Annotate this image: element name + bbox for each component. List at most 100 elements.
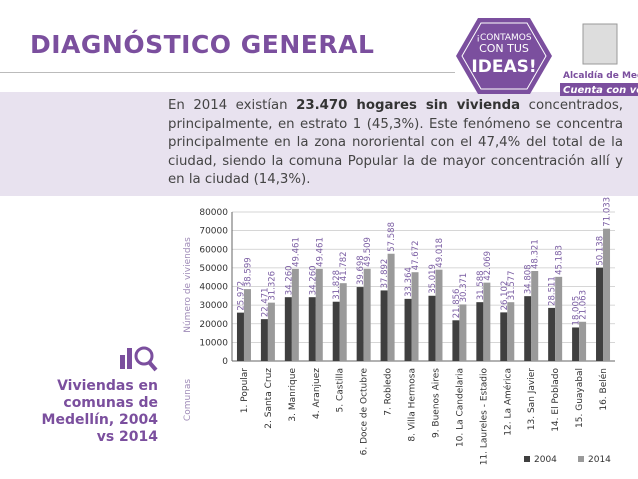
value-label: 48.321 — [531, 239, 541, 269]
value-label: 21.063 — [579, 290, 589, 320]
badge-line: IDEAS! — [471, 57, 536, 77]
value-label: 31.577 — [507, 270, 517, 300]
y-tick-label: 10000 — [199, 338, 228, 348]
badge — [456, 18, 552, 94]
bar — [315, 268, 323, 361]
value-label: 25.972 — [236, 281, 246, 311]
bar — [524, 296, 532, 361]
value-label: 22.471 — [260, 287, 270, 317]
bar — [603, 228, 611, 361]
bar — [411, 272, 419, 361]
y-tick-label: 0 — [222, 357, 228, 367]
legend-swatch — [524, 456, 530, 462]
value-label: 49.461 — [291, 237, 301, 267]
bar — [404, 298, 412, 361]
bar — [260, 319, 268, 361]
x-axis-label: Comunas — [183, 379, 193, 421]
value-label: 34.260 — [308, 265, 318, 295]
intro-band — [0, 92, 638, 196]
value-label: 31.326 — [267, 271, 277, 301]
badge-border — [461, 22, 547, 90]
x-tick-label: 6. Doce de Octubre — [360, 368, 370, 456]
icon — [120, 346, 158, 372]
value-label: 57.588 — [387, 222, 397, 252]
value-label: 50.138 — [596, 236, 606, 266]
value-label: 49.461 — [315, 237, 325, 267]
value-label: 34.808 — [524, 264, 534, 294]
x-tick-label: 16. Belén — [598, 368, 609, 411]
x-tick-label: 7. Robledo — [384, 368, 394, 416]
x-tick-label: 3. Manrique — [288, 368, 298, 422]
y-tick-label: 20000 — [199, 320, 228, 330]
value-label: 39.698 — [356, 255, 366, 285]
y-tick-label: 50000 — [199, 264, 228, 274]
value-label: 47.672 — [411, 240, 421, 270]
bar — [531, 271, 539, 361]
bar — [339, 283, 347, 361]
bar — [596, 267, 604, 361]
x-tick-label: 1. Popular — [240, 368, 250, 413]
value-label: 49.509 — [363, 237, 373, 267]
bar — [291, 268, 299, 361]
x-tick-label: 11. Laureles - Estadio — [479, 368, 489, 466]
bar — [356, 287, 364, 361]
value-label: 49.018 — [435, 238, 445, 268]
x-tick-label: 4. Aranjuez — [312, 368, 322, 419]
value-label: 31.588 — [476, 270, 486, 300]
value-label: 45.183 — [555, 245, 565, 275]
bar — [507, 302, 515, 361]
x-tick-label: 10. La Candelaria — [455, 368, 465, 447]
bar — [452, 320, 460, 361]
y-tick-label: 40000 — [199, 283, 228, 293]
y-tick-label: 70000 — [199, 227, 228, 237]
legend-label: 2014 — [588, 455, 611, 465]
bar — [572, 327, 580, 361]
x-tick-label: 2. Santa Cruz — [264, 368, 274, 429]
x-tick-label: 5. Castilla — [336, 368, 346, 412]
logo-bar — [560, 83, 638, 96]
intro-after: concentrados, principalmente, en estrato… — [168, 98, 623, 187]
intro-text: En 2014 existían 23.470 hogares sin vivi… — [168, 97, 623, 190]
bar — [332, 301, 340, 361]
value-label: 30.371 — [459, 273, 469, 303]
value-label: 71.033 — [603, 197, 613, 227]
slide-title: DIAGNÓSTICO GENERAL — [30, 30, 375, 59]
y-axis-label: Número de viviendas — [183, 237, 193, 333]
bar — [555, 276, 563, 361]
value-label: 35.019 — [428, 264, 438, 294]
x-tick-label: 9. Buenos Aires — [431, 368, 441, 438]
value-label: 38.599 — [243, 257, 253, 287]
bar — [428, 295, 436, 361]
intro-before: En 2014 existían — [168, 98, 288, 113]
chart-caption: Viviendas en comunas de Medellín, 2004 v… — [41, 378, 158, 445]
logo-text: Cuenta con vos — [563, 85, 638, 96]
x-tick-label: 12. La América — [502, 368, 513, 436]
x-tick-label: 8. Villa Hermosa — [408, 368, 418, 442]
intro-bold: 23.470 hogares sin vivienda — [296, 98, 521, 113]
logo-text: Alcaldía de Medellín — [563, 71, 638, 81]
bar — [236, 312, 244, 361]
bar — [243, 289, 251, 361]
x-tick-label: 13. San Javier — [527, 368, 537, 431]
bar — [284, 297, 292, 361]
value-label: 42.069 — [483, 251, 493, 281]
bar — [380, 290, 388, 361]
value-label: 31.828 — [332, 270, 342, 300]
crest — [582, 23, 618, 65]
badge-line: ¡CONTAMOS — [476, 33, 532, 43]
value-label: 33.364 — [404, 267, 414, 297]
bar — [267, 302, 275, 361]
value-label: 41.782 — [339, 251, 349, 281]
bar — [435, 269, 443, 361]
y-tick-label: 60000 — [199, 245, 228, 255]
bar — [548, 307, 556, 361]
bar — [579, 321, 587, 361]
bar — [476, 302, 484, 361]
bar — [483, 282, 491, 361]
bar — [363, 268, 371, 361]
value-label: 18.005 — [572, 296, 582, 326]
value-label: 21.856 — [452, 289, 462, 319]
value-label: 34.260 — [284, 265, 294, 295]
